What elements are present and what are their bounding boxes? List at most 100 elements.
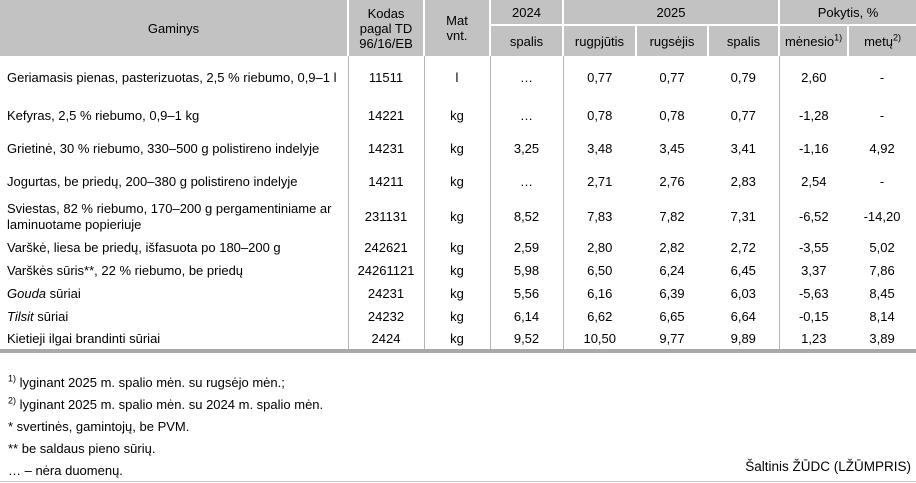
cell-price-2025-oct: 6,64	[708, 305, 780, 328]
cell-price-2025-aug: 3,48	[587, 140, 613, 156]
header-product: Gaminys	[0, 0, 349, 56]
header-change: Pokytis, %	[779, 0, 916, 26]
cell-price-2025-aug: 10,50	[583, 330, 617, 346]
cell-price-2025-sep: 2,76	[659, 173, 685, 189]
product-name-italic: Tilsit	[7, 308, 34, 324]
cell-unit: kg	[424, 282, 491, 305]
product-name: Geriamasis pienas, pasterizuotas, 2,5 % …	[7, 69, 337, 85]
cell-price-2024-oct: …	[490, 99, 564, 132]
cell-price-2024-oct: 3,25	[490, 132, 564, 165]
cell-change-month: 2,54	[801, 173, 827, 189]
cell-product-name: Geriamasis pienas, pasterizuotas, 2,5 % …	[0, 56, 349, 99]
cell-price-2025-aug: 6,62	[587, 308, 613, 324]
table-row: Jogurtas, be priedų, 200–380 g polistire…	[0, 165, 916, 198]
header-unit-label: Mat vnt.	[446, 13, 468, 43]
header-year-2024: 2024	[490, 0, 564, 26]
cell-product-name: Kefyras, 2,5 % riebumo, 0,9–1 kg	[0, 99, 349, 132]
cell-price-2024-oct: 5,98	[490, 259, 564, 282]
cell-change-year: 8,45	[869, 285, 895, 301]
product-name: sūriai	[46, 285, 81, 301]
cell-change-month: 1,23	[801, 330, 827, 346]
product-name: Kefyras, 2,5 % riebumo, 0,9–1 kg	[7, 107, 200, 123]
cell-price-2025-oct: 6,45	[708, 259, 780, 282]
cell-price-2025-sep: 0,77	[659, 69, 685, 85]
header-code-label: Kodas pagal TD 96/16/EB	[359, 5, 413, 51]
product-name: Varškės sūris**, 22 % riebumo, be priedų	[7, 262, 244, 278]
cell-price-2024-oct: …	[490, 165, 564, 198]
cell-price-2025-sep: 9,77	[659, 330, 685, 346]
cell-change-year: -	[879, 107, 885, 123]
footnote-3-text: * svertinės, gamintojų, be PVM.	[8, 419, 190, 434]
cell-change-month: -6,52	[798, 209, 829, 224]
cell-code: 24232	[348, 305, 425, 328]
bottom-divider	[0, 481, 916, 482]
cell-change-month: -1,16	[798, 140, 829, 156]
table-row: Grietinė, 30 % riebumo, 330–500 g polist…	[0, 132, 916, 165]
cell-change-year: 5,02	[869, 239, 895, 255]
cell-price-2025-aug: 7,83	[587, 209, 613, 224]
cell-change-year: 4,92	[869, 140, 895, 156]
header-code: Kodas pagal TD 96/16/EB	[348, 0, 425, 56]
cell-change-year: 8,14	[869, 308, 895, 324]
footnote-1: 1) lyginant 2025 m. spalio mėn. su rugsė…	[8, 374, 916, 390]
cell-code: 11511	[348, 56, 425, 99]
price-table: Gaminys Kodas pagal TD 96/16/EB Mat vnt.…	[0, 0, 916, 353]
cell-code: 2424	[348, 328, 425, 351]
cell-change-year: -14,20	[863, 209, 901, 224]
cell-unit: kg	[424, 132, 491, 165]
cell-price-2025-oct: 2,83	[708, 165, 780, 198]
cell-change-year: -	[879, 69, 885, 85]
cell-price-2025-aug: 0,77	[587, 69, 613, 85]
footnote-2: 2) lyginant 2025 m. spalio mėn. su 2024 …	[8, 396, 916, 412]
product-name: Sviestas, 82 % riebumo, 170–200 g pergam…	[7, 201, 332, 232]
footnote-1-marker: 1)	[834, 32, 843, 43]
cell-product-name: Grietinė, 30 % riebumo, 330–500 g polist…	[0, 132, 349, 165]
header-change-month-label: mėnesio	[784, 33, 835, 49]
footnote-2-marker: 2)	[892, 32, 901, 43]
cell-price-2025-aug: 2,71	[587, 173, 613, 189]
cell-price-2025-sep: 2,82	[659, 239, 685, 255]
table-row: Varškė, liesa be priedų, išfasuota po 18…	[0, 236, 916, 259]
footnote-1-text: lyginant 2025 m. spalio mėn. su rugsėjo …	[19, 375, 285, 390]
cell-change-year: 3,89	[869, 330, 895, 346]
cell-price-2025-oct: 6,03	[708, 282, 780, 305]
cell-price-2025-aug: 6,16	[587, 285, 613, 301]
cell-code: 14221	[348, 99, 425, 132]
table-row: Kefyras, 2,5 % riebumo, 0,9–1 kg 14221 k…	[0, 99, 916, 132]
cell-product-name: Sviestas, 82 % riebumo, 170–200 g pergam…	[0, 198, 349, 236]
cell-change-month: 2,60	[801, 69, 827, 85]
cell-price-2025-oct: 0,77	[708, 99, 780, 132]
table-row: Varškės sūris**, 22 % riebumo, be priedų…	[0, 259, 916, 282]
cell-code: 24261121	[348, 259, 425, 282]
cell-product-name: Tilsit sūriai	[0, 305, 349, 328]
cell-unit: kg	[424, 259, 491, 282]
table-row: Sviestas, 82 % riebumo, 170–200 g pergam…	[0, 198, 916, 236]
cell-unit: kg	[424, 328, 491, 351]
header-2024-october: spalis	[490, 25, 564, 56]
footnote-5: … – nėra duomenų.	[8, 463, 916, 478]
header-row-sub: spalis rugpjūtis rugsėjis spalis mėnesio…	[0, 25, 916, 56]
cell-unit: kg	[424, 165, 491, 198]
cell-unit: kg	[424, 198, 491, 236]
cell-price-2025-sep: 0,78	[659, 107, 685, 123]
product-name: Varškė, liesa be priedų, išfasuota po 18…	[7, 239, 281, 255]
cell-price-2024-oct: 9,52	[490, 328, 564, 351]
footnote-4-text: ** be saldaus pieno sūrių.	[8, 441, 156, 456]
table-row: Kietieji ilgai brandinti sūriai 2424 kg …	[0, 328, 916, 351]
product-name: Kietieji ilgai brandinti sūriai	[7, 330, 161, 346]
table-body: Geriamasis pienas, pasterizuotas, 2,5 % …	[0, 56, 916, 351]
footnotes: 1) lyginant 2025 m. spalio mėn. su rugsė…	[8, 374, 916, 478]
cell-product-name: Kietieji ilgai brandinti sūriai	[0, 328, 349, 351]
cell-change-year: 7,86	[869, 262, 895, 278]
cell-price-2025-oct: 0,79	[708, 56, 780, 99]
cell-change-month: -1,28	[798, 107, 829, 123]
footnote-3: * svertinės, gamintojų, be PVM.	[8, 419, 916, 434]
cell-price-2024-oct: …	[490, 56, 564, 99]
header-year-2025: 2025	[563, 0, 781, 26]
cell-price-2025-oct: 7,31	[708, 198, 780, 236]
cell-change-month: -5,63	[798, 285, 829, 301]
cell-unit: kg	[424, 305, 491, 328]
table-row: Tilsit sūriai 24232 kg 6,14 6,62 6,65 6,…	[0, 305, 916, 328]
cell-code: 242621	[348, 236, 425, 259]
